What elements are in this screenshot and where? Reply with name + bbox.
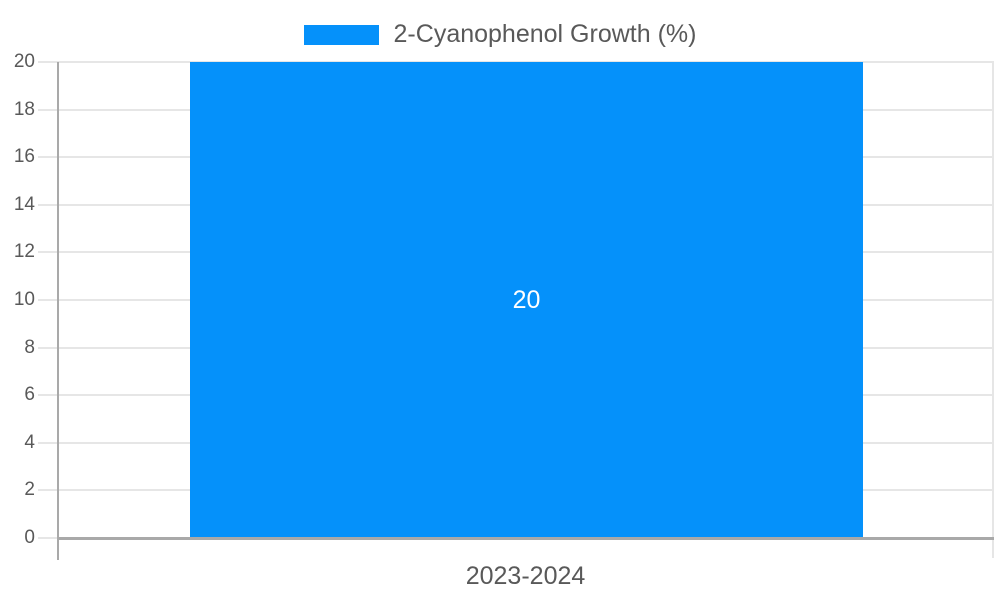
y-axis-tick	[38, 299, 59, 301]
y-axis-tick-label: 6	[24, 384, 35, 406]
y-axis-tick-label: 12	[13, 241, 35, 263]
growth-bar-2023-2024[interactable]: 20	[190, 62, 863, 538]
y-axis-tick	[38, 346, 59, 349]
x-axis-category-label: 2023-2024	[465, 562, 586, 590]
y-axis-tick-label: 0	[24, 527, 35, 548]
legend-label[interactable]: 2-Cyanophenol Growth (%)	[393, 20, 697, 48]
y-axis-tick	[38, 156, 59, 159]
x-axis-baseline	[57, 537, 994, 540]
y-axis-tick	[38, 203, 59, 206]
y-axis-tick-label: 10	[13, 289, 35, 310]
y-axis-tick-label: 4	[24, 431, 35, 453]
y-axis-tick-label: 16	[13, 146, 35, 168]
y-axis-tick	[38, 394, 59, 397]
y-axis-tick	[38, 537, 59, 539]
y-axis-tick	[38, 108, 59, 111]
y-axis-tick	[38, 251, 59, 254]
bar-value-label: 20	[512, 285, 541, 314]
y-axis-tick-label: 14	[13, 193, 35, 215]
y-axis-tick	[38, 61, 59, 63]
y-axis-tick	[38, 441, 59, 444]
y-axis-tick	[38, 489, 59, 492]
legend[interactable]: 2-Cyanophenol Growth (%)	[0, 20, 1000, 49]
y-axis-tick-label: 2	[24, 479, 35, 501]
y-axis-line	[57, 62, 59, 560]
y-axis-tick-label: 18	[13, 98, 35, 120]
legend-swatch[interactable]	[303, 24, 379, 45]
plot-right-border	[992, 62, 994, 558]
y-axis-tick-label: 20	[13, 51, 35, 72]
y-axis-tick-label: 8	[24, 336, 35, 358]
